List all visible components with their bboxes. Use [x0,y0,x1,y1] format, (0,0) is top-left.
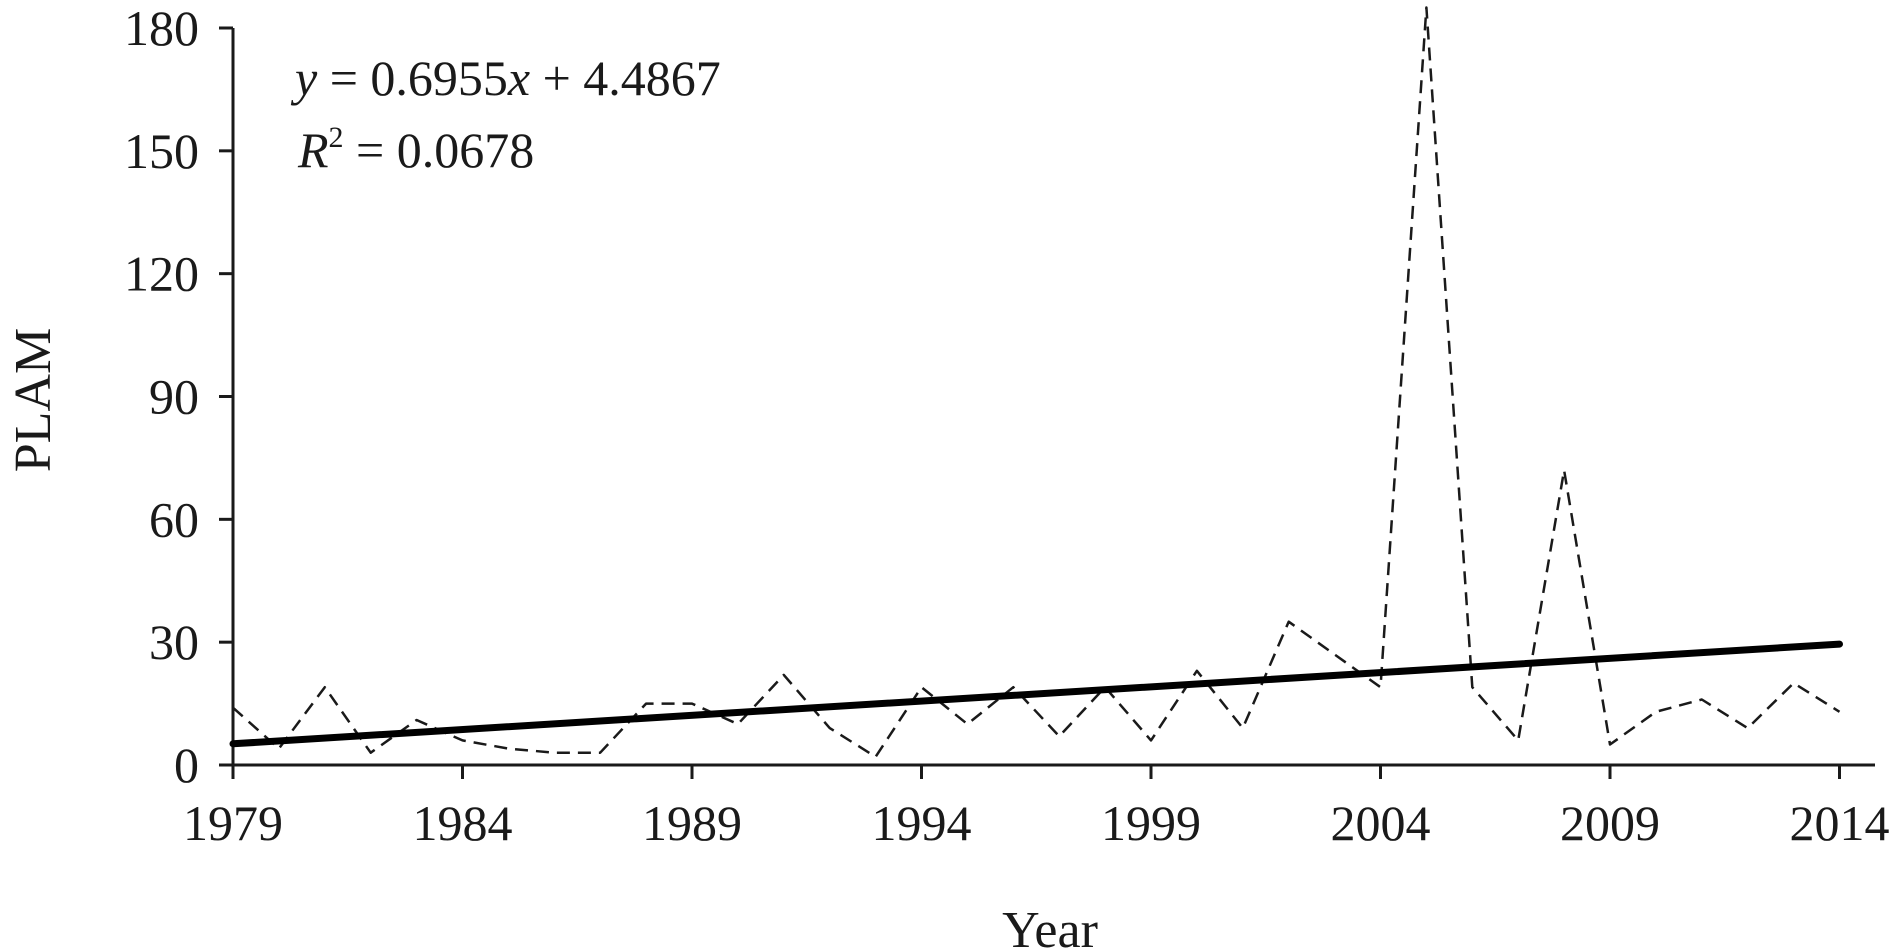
equation-intercept: + 4.4867 [530,50,721,106]
axes [219,26,1875,779]
equation-x-variable: x [507,50,530,106]
x-tick-label: 1984 [413,795,513,851]
x-tick-label: 1994 [872,795,972,851]
series-group [229,6,1843,759]
r-squared-variable: R [297,122,329,178]
y-tick-label: 0 [174,737,199,793]
equation-y-variable: y [290,50,318,106]
plam-dashed-series-line [232,6,1841,759]
linear-trend-line [229,640,1843,748]
y-axis-title: PLAM [5,328,62,472]
x-tick-label: 1989 [642,795,742,851]
y-tick-label: 180 [124,0,199,56]
y-tick-labels: 0 30 60 90 120 150 180 [124,0,199,793]
x-axis-title: Year [1002,902,1098,952]
x-tick-label: 1999 [1101,795,1201,851]
regression-equation: y = 0.6955x + 4.4867 [290,50,721,106]
y-tick-label: 30 [149,614,199,670]
x-tick-label: 2004 [1331,795,1431,851]
x-tick-label: 2009 [1560,795,1660,851]
x-tick-label: 2014 [1790,795,1890,851]
y-tick-label: 60 [149,491,199,547]
r-squared-label: R2 = 0.0678 [297,121,534,178]
y-tick-label: 150 [124,123,199,179]
y-tick-label: 120 [124,246,199,302]
equation-slope: = 0.6955 [317,50,508,106]
r-squared-superscript: 2 [329,121,344,154]
r-squared-value: = 0.0678 [344,122,535,178]
x-tick-labels: 1979 1984 1989 1994 1999 2004 2009 2014 [183,795,1890,851]
x-tick-label: 1979 [183,795,283,851]
y-tick-label: 90 [149,369,199,425]
